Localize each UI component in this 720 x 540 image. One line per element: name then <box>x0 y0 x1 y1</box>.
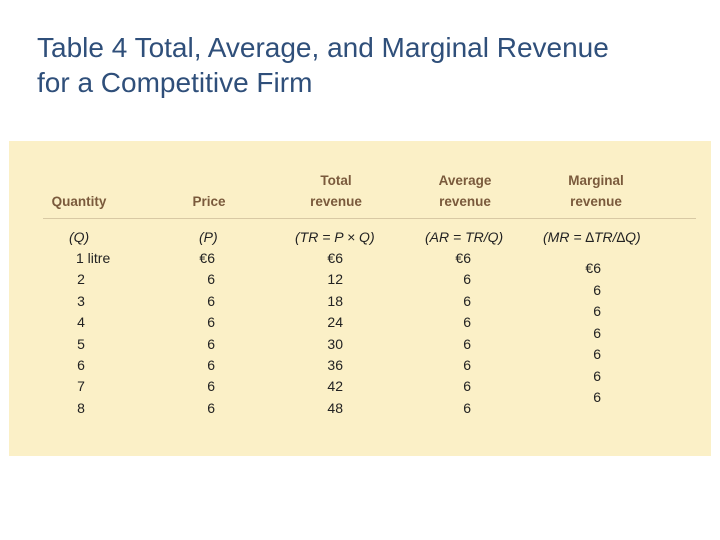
table-cell: €6 <box>327 250 343 266</box>
table-cell: 8 <box>77 399 85 416</box>
table-cell: 6 <box>593 367 601 384</box>
table-cell: 6 <box>207 271 215 288</box>
slide-title: Table 4 Total, Average, and Marginal Rev… <box>37 30 697 100</box>
slide-title-line-1: Table 4 Total, Average, and Marginal Rev… <box>37 32 609 63</box>
table-cell: 6 <box>463 378 471 395</box>
header-divider <box>43 218 696 219</box>
slide-title-line-2: for a Competitive Firm <box>37 67 313 98</box>
table-cell: 18 <box>327 292 343 309</box>
table-cell: 6 <box>593 303 601 319</box>
table-cell: 6 <box>207 292 215 309</box>
header-price: Price <box>192 194 226 209</box>
table-cell: 6 <box>463 357 471 373</box>
table-cell: 3 <box>77 292 85 309</box>
table-cell: 42 <box>327 378 343 395</box>
table-cell: €6 <box>455 250 471 266</box>
formula-average-revenue: (AR = TR/Q) <box>425 229 504 245</box>
table-cell: 24 <box>327 314 343 331</box>
table-cell: 6 <box>207 378 215 395</box>
table-cell: 7 <box>77 378 85 395</box>
table-cell: 6 <box>207 335 215 352</box>
table-cell: 36 <box>327 357 343 373</box>
formula-marginal-revenue: (MR = ∆TR/∆Q) <box>543 229 641 245</box>
table-cell: 6 <box>463 292 471 309</box>
table-cell: 12 <box>327 271 343 288</box>
table-cell: 5 <box>77 335 85 352</box>
table-cell: 1 litre <box>76 250 111 266</box>
table-cell: 6 <box>593 346 601 362</box>
table-cell: 6 <box>593 324 601 341</box>
revenue-table: Quantity Price Total revenue Average rev… <box>9 141 711 456</box>
table-cell: 4 <box>77 314 85 331</box>
formula-total-revenue: (TR = P × Q) <box>295 229 375 245</box>
table-cell: 6 <box>463 314 471 331</box>
formula-price: (P) <box>199 229 218 245</box>
table-cell: €6 <box>585 260 601 276</box>
table-cell: 6 <box>207 314 215 331</box>
table-cell: 2 <box>77 271 85 288</box>
table-cell: 6 <box>207 399 215 416</box>
formula-quantity: (Q) <box>69 229 90 245</box>
table-cell: 6 <box>77 357 85 373</box>
header-total-revenue: Total revenue <box>310 173 362 209</box>
table-cell: 30 <box>327 335 343 352</box>
header-marginal-revenue: Marginal revenue <box>568 173 624 209</box>
header-quantity: Quantity <box>51 194 107 209</box>
table-cell: 6 <box>463 335 471 352</box>
table-cell: 6 <box>463 271 471 288</box>
table-cell: 48 <box>327 399 343 416</box>
table-cell: €6 <box>199 250 215 266</box>
table-cell: 6 <box>593 389 601 405</box>
table-cell: 6 <box>207 357 215 373</box>
header-average-revenue: Average revenue <box>438 173 492 209</box>
table-cell: 6 <box>463 399 471 416</box>
table-cell: 6 <box>593 281 601 298</box>
